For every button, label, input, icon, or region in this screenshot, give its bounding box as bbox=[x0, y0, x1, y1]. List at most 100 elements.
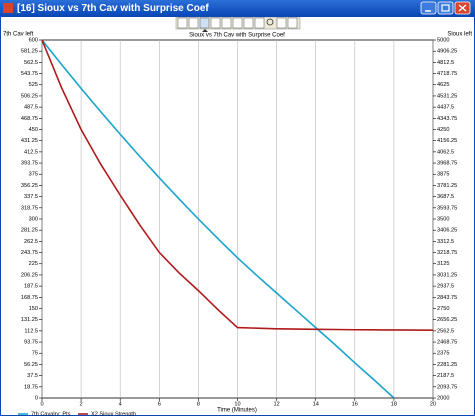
y2-tick-label: 2843.75 bbox=[437, 295, 457, 301]
tool-button[interactable] bbox=[287, 17, 298, 29]
y-tick-label: 225 bbox=[29, 261, 38, 267]
y-tick-label: 412.5 bbox=[24, 149, 38, 155]
y2-tick-label: 3687.5 bbox=[437, 194, 454, 200]
y-tick-label: 393.75 bbox=[21, 161, 38, 167]
y-tick-label: 337.5 bbox=[24, 194, 38, 200]
tool-button[interactable] bbox=[254, 17, 265, 29]
y2-tick-label: 3781.25 bbox=[437, 183, 457, 189]
window-icon bbox=[3, 3, 13, 13]
y2-tick-label: 2937.5 bbox=[437, 284, 454, 290]
y2-tick-label: 3312.5 bbox=[437, 239, 454, 245]
y2-tick-label: 3125 bbox=[437, 261, 449, 267]
y-tick-label: 131.25 bbox=[21, 317, 38, 323]
x-tick-label: 10 bbox=[234, 401, 240, 407]
tool-button[interactable] bbox=[177, 17, 188, 29]
y-tick-label: 75 bbox=[32, 351, 38, 357]
y-tick-label: 300 bbox=[29, 216, 38, 222]
y-tick-label: 562.5 bbox=[24, 60, 38, 66]
y-tick-label: 525 bbox=[29, 82, 38, 88]
toolbar-pointer bbox=[202, 29, 208, 32]
x-tick-label: 12 bbox=[273, 401, 279, 407]
y2-tick-label: 4062.5 bbox=[437, 149, 454, 155]
y2-tick-label: 3406.25 bbox=[437, 228, 457, 234]
x-tick-label: 8 bbox=[197, 401, 200, 407]
y-tick-label: 93.75 bbox=[24, 340, 38, 346]
y-tick-label: 37.5 bbox=[27, 373, 38, 379]
y2-tick-label: 4437.5 bbox=[437, 105, 454, 111]
y2-tick-label: 3500 bbox=[437, 216, 449, 222]
minimize-button[interactable] bbox=[420, 1, 437, 15]
y2-tick-label: 4625 bbox=[437, 82, 449, 88]
legend-label: 7th Cavalry: Pts bbox=[31, 411, 71, 416]
y-tick-label: 375 bbox=[29, 172, 38, 178]
y2-tick-label: 2281.25 bbox=[437, 362, 457, 368]
y-axis-label: 7th Cav left bbox=[3, 32, 34, 38]
y-tick-label: 262.5 bbox=[24, 239, 38, 245]
x-tick-label: 0 bbox=[40, 401, 43, 407]
x-tick-label: 4 bbox=[119, 401, 122, 407]
tool-button[interactable] bbox=[199, 17, 210, 29]
tool-button[interactable] bbox=[243, 17, 254, 29]
y2-tick-label: 2000 bbox=[437, 395, 449, 401]
y2-tick-label: 2750 bbox=[437, 306, 449, 312]
y2-tick-label: 3218.75 bbox=[437, 250, 457, 256]
y-tick-label: 150 bbox=[29, 306, 38, 312]
zoom-tool[interactable] bbox=[266, 18, 274, 26]
x-tick-label: 2 bbox=[80, 401, 83, 407]
x-tick-label: 6 bbox=[158, 401, 161, 407]
y-tick-label: 168.75 bbox=[21, 295, 38, 301]
maximize-glyph bbox=[441, 4, 450, 12]
title-bar bbox=[0, 0, 475, 16]
y-tick-label: 581.25 bbox=[21, 49, 38, 55]
y-tick-label: 468.75 bbox=[21, 116, 38, 122]
y2-tick-label: 2093.75 bbox=[437, 384, 457, 390]
y2-tick-label: 3593.75 bbox=[437, 205, 457, 211]
y2-tick-label: 2375 bbox=[437, 351, 449, 357]
window-title: [16] Sioux vs 7th Cav with Surprise Coef bbox=[17, 3, 209, 14]
tool-button[interactable] bbox=[210, 17, 221, 29]
y2-tick-label: 4343.75 bbox=[437, 116, 457, 122]
chart-title: Sioux vs 7th Cav with Surprise Coef bbox=[189, 33, 285, 39]
y-tick-label: 506.25 bbox=[21, 93, 38, 99]
y-tick-label: 0 bbox=[35, 395, 38, 401]
y-tick-label: 281.25 bbox=[21, 228, 38, 234]
y-tick-label: 112.5 bbox=[24, 328, 38, 334]
toolbar bbox=[175, 16, 301, 32]
series-line bbox=[41, 39, 395, 399]
y2-tick-label: 4250 bbox=[437, 127, 449, 133]
tool-button[interactable] bbox=[188, 17, 199, 29]
y2-tick-label: 2562.5 bbox=[437, 328, 454, 334]
x-tick-label: 20 bbox=[430, 401, 436, 407]
close-glyph bbox=[458, 4, 467, 12]
y2-tick-label: 5000 bbox=[437, 37, 449, 43]
y2-tick-label: 3031.25 bbox=[437, 272, 457, 278]
legend-label: X2 Sioux Strength bbox=[91, 411, 136, 416]
y-tick-label: 600 bbox=[29, 37, 38, 43]
x-tick-label: 16 bbox=[352, 401, 358, 407]
y-tick-label: 318.75 bbox=[21, 205, 38, 211]
y-tick-label: 18.75 bbox=[24, 384, 38, 390]
series-line bbox=[41, 39, 434, 332]
y-tick-label: 206.25 bbox=[21, 272, 38, 278]
tool-button[interactable] bbox=[276, 17, 287, 29]
y2-tick-label: 4906.25 bbox=[437, 49, 457, 55]
y2-tick-label: 4531.25 bbox=[437, 93, 457, 99]
y-tick-label: 187.5 bbox=[24, 284, 38, 290]
y2-tick-label: 4156.25 bbox=[437, 138, 457, 144]
y-tick-label: 56.25 bbox=[24, 362, 38, 368]
y2-axis-label: Sioux left bbox=[447, 32, 472, 38]
y2-tick-label: 4812.5 bbox=[437, 60, 454, 66]
y-tick-label: 487.5 bbox=[24, 105, 38, 111]
tool-button[interactable] bbox=[221, 17, 232, 29]
y-tick-label: 543.75 bbox=[21, 71, 38, 77]
y-tick-label: 356.25 bbox=[21, 183, 38, 189]
y-tick-label: 243.75 bbox=[21, 250, 38, 256]
y2-tick-label: 2656.25 bbox=[437, 317, 457, 323]
y2-tick-label: 3875 bbox=[437, 172, 449, 178]
y2-tick-label: 3968.75 bbox=[437, 161, 457, 167]
maximize-button[interactable] bbox=[437, 1, 454, 15]
tool-button[interactable] bbox=[232, 17, 243, 29]
x-axis-label: Time (Minutes) bbox=[217, 408, 257, 414]
y-tick-label: 450 bbox=[29, 127, 38, 133]
